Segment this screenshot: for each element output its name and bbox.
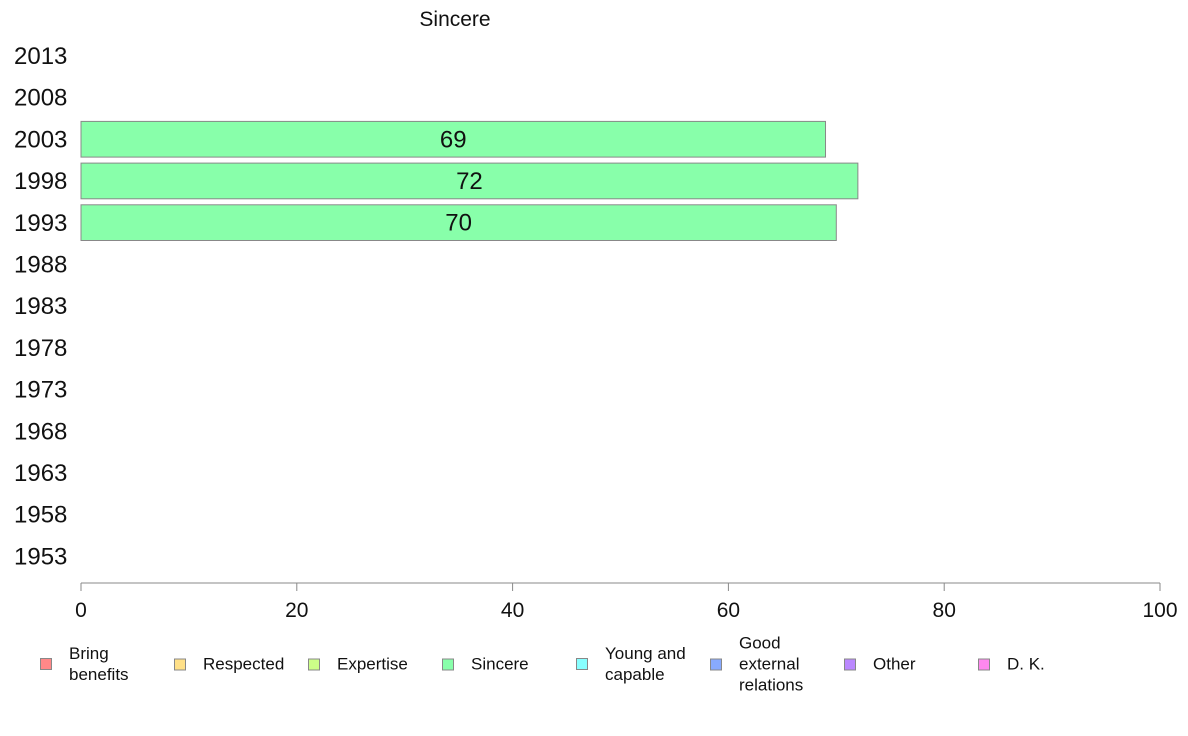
legend-item-other: Other: [844, 654, 916, 675]
legend-swatch: [308, 658, 320, 670]
x-tick-label-60: 60: [717, 599, 740, 622]
legend-label: Good external relations: [739, 633, 804, 695]
bar-1993: [80, 204, 837, 242]
legend-label: Expertise: [337, 654, 408, 674]
y-tick-label-1963: 1963: [14, 460, 67, 487]
legend-item-bring-benefits: Bring benefits: [40, 643, 129, 685]
x-tick-label-40: 40: [501, 599, 524, 622]
y-tick-label-2003: 2003: [14, 126, 67, 153]
legend-swatch: [442, 658, 454, 670]
bar-value-label-2003: 69: [440, 126, 467, 153]
bar-value-label-1998: 72: [456, 168, 483, 195]
bar-1998: [80, 162, 859, 200]
legend-label: Bring benefits: [69, 644, 129, 684]
legend-swatch: [576, 658, 588, 670]
y-tick-label-2013: 2013: [14, 43, 67, 70]
y-tick-label-1988: 1988: [14, 252, 67, 279]
legend-item-young-and-capable: Young and capable: [576, 643, 686, 685]
chart-title: Sincere: [419, 8, 490, 31]
legend-label: Young and capable: [605, 644, 686, 684]
y-tick-label-1968: 1968: [14, 418, 67, 445]
y-tick-label-1998: 1998: [14, 168, 67, 195]
legend-item-respected: Respected: [174, 654, 284, 675]
bar-value-label-1993: 70: [445, 210, 472, 237]
legend-item-sincere: Sincere: [442, 654, 529, 675]
legend-item-d-k-: D. K.: [978, 654, 1045, 675]
legend: Bring benefits Respected Expertise Sincere Y…: [0, 630, 1188, 710]
legend-label: Sincere: [471, 654, 529, 674]
legend-swatch: [710, 658, 722, 670]
legend-item-good-external-relations: Good external relations: [710, 633, 803, 696]
legend-item-expertise: Expertise: [308, 654, 408, 675]
legend-swatch: [174, 658, 186, 670]
bar-2003: [80, 120, 827, 158]
y-tick-label-1953: 1953: [14, 543, 67, 570]
legend-swatch: [844, 658, 856, 670]
x-tick-label-0: 0: [75, 599, 87, 622]
legend-label: D. K.: [1007, 654, 1045, 674]
x-axis: 0 20 40 60 80 100: [75, 582, 1178, 622]
y-tick-label-1958: 1958: [14, 502, 67, 529]
y-tick-label-1978: 1978: [14, 335, 67, 362]
y-tick-label-1983: 1983: [14, 293, 67, 320]
legend-label: Other: [873, 654, 916, 674]
y-tick-label-1973: 1973: [14, 377, 67, 404]
legend-swatch: [978, 658, 990, 670]
legend-swatch: [40, 658, 52, 670]
x-tick-label-20: 20: [285, 599, 308, 622]
y-tick-label-1993: 1993: [14, 210, 67, 237]
x-tick-label-100: 100: [1142, 599, 1177, 622]
bar-chart: Sincere 69 72 70 2013 2008 2003 1998 1993 1988 1…: [14, 8, 1178, 622]
legend-label: Respected: [203, 654, 285, 674]
y-tick-label-2008: 2008: [14, 85, 67, 112]
x-tick-label-80: 80: [933, 599, 956, 622]
